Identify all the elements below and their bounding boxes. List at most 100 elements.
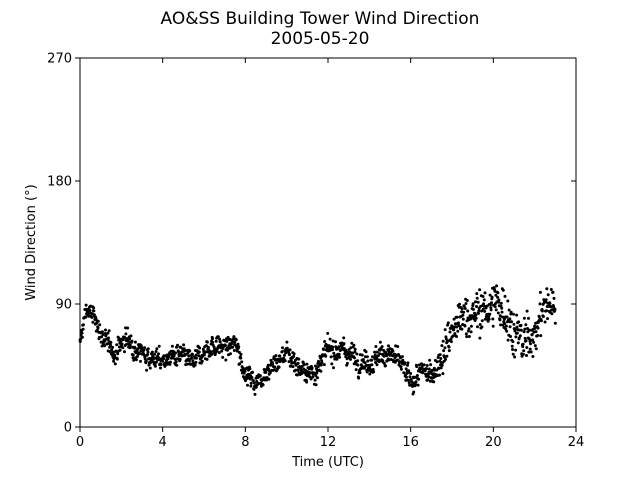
data-point [501, 288, 505, 292]
data-point [84, 303, 88, 307]
data-point [410, 380, 414, 384]
data-point [364, 350, 368, 354]
x-axis-ticks: 0 4 8 12 16 20 24 [76, 58, 584, 450]
data-point [440, 344, 444, 348]
data-point [473, 319, 477, 322]
data-point [278, 354, 282, 358]
data-point [285, 340, 289, 344]
data-point [398, 360, 402, 364]
data-point [273, 365, 277, 369]
data-point [525, 346, 529, 349]
data-point [476, 300, 480, 304]
data-point [543, 320, 547, 324]
data-point [475, 296, 479, 300]
data-point [491, 324, 495, 328]
data-point [512, 312, 515, 316]
data-point [464, 302, 468, 305]
data-point [444, 357, 448, 361]
data-point [202, 353, 206, 357]
data-point [441, 372, 445, 376]
data-point [452, 317, 456, 321]
data-point [91, 320, 95, 324]
data-point [292, 354, 296, 358]
data-point [353, 356, 356, 360]
data-point [438, 373, 441, 377]
data-point [157, 352, 160, 356]
data-point [194, 360, 198, 364]
data-point [302, 363, 306, 367]
data-point [511, 352, 515, 356]
data-point [97, 335, 101, 339]
data-point [552, 296, 556, 300]
data-point [200, 359, 204, 363]
data-point [211, 340, 215, 344]
data-point [175, 363, 179, 367]
data-point [349, 357, 352, 361]
y-tick-label: 0 [64, 421, 72, 436]
data-point [159, 363, 163, 366]
x-tick-label: 24 [568, 435, 585, 450]
data-point [477, 311, 480, 315]
data-point [296, 373, 299, 377]
data-point [363, 361, 367, 365]
data-point [511, 340, 515, 344]
data-point [133, 340, 137, 344]
data-point [267, 367, 271, 371]
data-point [533, 326, 537, 330]
data-point [201, 347, 205, 351]
data-point [420, 366, 424, 370]
data-point [538, 290, 542, 294]
data-point [322, 363, 326, 367]
data-point [253, 392, 257, 396]
data-point [414, 383, 418, 386]
data-point [314, 364, 317, 368]
data-point [508, 325, 512, 329]
data-point [514, 348, 518, 352]
data-point [249, 384, 253, 388]
data-point [233, 340, 237, 344]
data-point [487, 315, 491, 319]
data-point [115, 343, 119, 347]
data-point [271, 362, 275, 366]
data-point [529, 350, 533, 354]
data-point [92, 306, 96, 310]
data-point [314, 383, 318, 387]
data-point [330, 348, 334, 352]
data-point [499, 301, 503, 305]
data-point [104, 328, 107, 332]
data-point [465, 299, 469, 302]
data-point [128, 337, 132, 341]
data-point [195, 356, 198, 360]
data-point [452, 328, 456, 332]
data-point [513, 355, 517, 359]
data-point [113, 362, 117, 366]
data-point [250, 376, 254, 379]
data-point [106, 342, 109, 346]
data-point [353, 347, 357, 351]
data-point [442, 349, 446, 353]
data-point [174, 360, 178, 364]
data-point [471, 302, 475, 306]
data-point [197, 350, 201, 354]
data-point [245, 377, 248, 381]
data-point [481, 295, 485, 298]
data-point [111, 350, 115, 354]
data-point [281, 346, 284, 350]
data-point [344, 348, 348, 352]
data-point [474, 316, 478, 320]
data-point [428, 379, 432, 383]
data-point [511, 348, 514, 351]
data-point [532, 340, 536, 344]
data-point [456, 329, 460, 333]
data-point [291, 365, 295, 369]
data-point [251, 379, 255, 383]
data-point [174, 351, 177, 355]
data-point [497, 298, 501, 302]
data-point [266, 363, 270, 367]
data-point [400, 355, 404, 359]
data-point [380, 345, 384, 349]
data-point [176, 357, 180, 361]
data-point [204, 344, 208, 348]
data-point [521, 352, 525, 356]
data-point [443, 328, 447, 332]
